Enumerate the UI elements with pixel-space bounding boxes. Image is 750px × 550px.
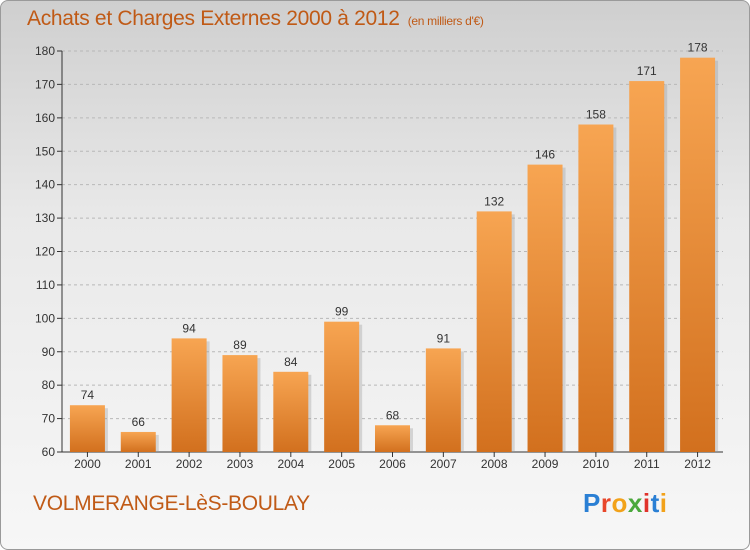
bar-value-label: 171 xyxy=(637,64,657,78)
bar-value-label: 178 xyxy=(688,41,708,55)
x-tick-label: 2001 xyxy=(125,457,152,471)
logo-letter: i xyxy=(642,488,651,518)
bar-value-label: 94 xyxy=(182,321,196,335)
bar xyxy=(120,431,156,452)
bar xyxy=(425,348,461,452)
bar xyxy=(527,164,563,452)
y-tick-label: 110 xyxy=(36,278,55,292)
x-tick-label: 2004 xyxy=(277,457,304,471)
bar-value-label: 84 xyxy=(284,355,298,369)
bar-value-label: 158 xyxy=(586,108,606,122)
logo-letter: r xyxy=(600,488,612,518)
x-tick-label: 2002 xyxy=(176,457,203,471)
bar xyxy=(476,211,512,452)
x-tick-label: 2008 xyxy=(481,457,508,471)
x-tick-label: 2012 xyxy=(684,457,711,471)
bar-value-label: 68 xyxy=(386,408,400,422)
bar xyxy=(171,338,207,452)
y-tick-label: 160 xyxy=(35,111,55,125)
bar-value-label: 91 xyxy=(437,331,451,345)
bar xyxy=(578,124,614,453)
bar-value-label: 74 xyxy=(81,388,95,402)
bar xyxy=(273,371,309,452)
bar xyxy=(680,57,716,452)
y-tick-label: 120 xyxy=(35,245,55,259)
x-tick-label: 2009 xyxy=(532,457,559,471)
y-tick-label: 150 xyxy=(35,144,55,158)
x-tick-label: 2011 xyxy=(634,457,660,471)
x-tick-label: 2003 xyxy=(227,457,254,471)
bar xyxy=(69,405,105,452)
y-tick-label: 170 xyxy=(35,77,55,91)
y-tick-label: 130 xyxy=(35,211,55,225)
bar xyxy=(222,355,258,452)
x-tick-label: 2010 xyxy=(583,457,610,471)
chart-title-text: Achats et Charges Externes 2000 à 2012 xyxy=(27,7,400,30)
bar-value-label: 66 xyxy=(132,415,146,429)
y-tick-label: 90 xyxy=(42,345,56,359)
bar-value-label: 99 xyxy=(335,305,349,319)
x-tick-label: 2006 xyxy=(379,457,406,471)
y-tick-label: 180 xyxy=(35,44,55,58)
x-tick-label: 2005 xyxy=(328,457,355,471)
logo-letter: x xyxy=(627,488,643,518)
logo-letter: t xyxy=(650,488,660,518)
bar-value-label: 132 xyxy=(484,194,504,208)
logo-letter: i xyxy=(659,488,668,518)
bar xyxy=(629,81,665,452)
x-tick-label: 2007 xyxy=(430,457,457,471)
chart-unit-note: (en milliers d'€) xyxy=(407,14,484,28)
bar xyxy=(375,425,410,452)
chart-title: Achats et Charges Externes 2000 à 2012 (e… xyxy=(27,7,484,31)
x-tick-label: 2000 xyxy=(74,457,101,471)
location-name: VOLMERANGE-LèS-BOULAY xyxy=(33,492,310,515)
y-tick-label: 60 xyxy=(42,445,56,459)
logo-letter: P xyxy=(583,488,601,518)
y-tick-label: 100 xyxy=(35,311,55,325)
bar-value-label: 146 xyxy=(535,148,555,162)
bar-value-label: 89 xyxy=(233,338,247,352)
bar xyxy=(324,321,360,452)
y-tick-label: 80 xyxy=(42,378,56,392)
y-tick-label: 140 xyxy=(35,178,55,192)
logo-letter: o xyxy=(611,488,628,518)
proxiti-logo: Proxiti xyxy=(583,488,667,519)
y-tick-label: 70 xyxy=(42,412,56,426)
